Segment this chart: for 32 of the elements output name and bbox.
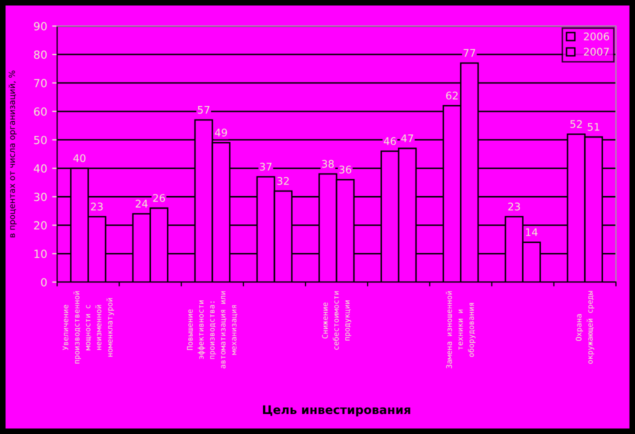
data-label: 24 xyxy=(136,200,148,208)
data-label: 36 xyxy=(339,166,352,174)
y-tick-label: 50 xyxy=(34,136,47,144)
data-label: 32 xyxy=(277,176,289,185)
data-label: 51 xyxy=(588,123,600,131)
y-axis-title: в процентах от числа организаций, % xyxy=(8,70,17,238)
y-tick-label: 70 xyxy=(34,78,47,88)
y-tick-label: 40 xyxy=(34,164,47,173)
y-tick-label: 60 xyxy=(34,107,47,116)
legend-label: 2007 xyxy=(584,48,609,56)
data-label: 46 xyxy=(384,137,396,146)
data-label: 52 xyxy=(570,120,582,128)
data-label: 77 xyxy=(464,49,476,57)
data-label: 23 xyxy=(508,202,520,210)
y-tick-label: 20 xyxy=(34,221,47,230)
data-label: 62 xyxy=(446,92,458,100)
y-tick-label: 10 xyxy=(34,250,47,258)
data-label: 38 xyxy=(322,160,334,168)
data-label: 26 xyxy=(153,194,165,202)
data-label: 49 xyxy=(214,128,227,137)
y-tick-label: 30 xyxy=(34,192,47,202)
y-tick-label: 0 xyxy=(41,278,47,286)
y-tick-label: 80 xyxy=(34,50,47,59)
data-label: 40 xyxy=(73,154,86,162)
data-label: 57 xyxy=(198,106,210,114)
data-label: 14 xyxy=(526,228,538,236)
y-tick-label: 90 xyxy=(34,22,47,30)
data-label: 37 xyxy=(260,162,272,171)
legend-label: 2006 xyxy=(584,32,610,40)
data-label: 47 xyxy=(401,134,414,142)
data-label: 23 xyxy=(91,202,103,210)
x-axis-title: Цель инвестирования xyxy=(263,405,410,416)
